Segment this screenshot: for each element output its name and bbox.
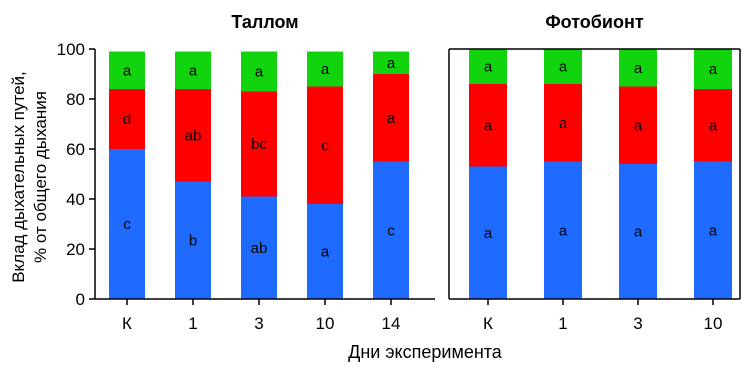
bar-segment-blue: [175, 181, 211, 299]
chart-title: Таллом: [231, 12, 298, 32]
bar-significance-label: a: [189, 62, 198, 79]
bar-significance-label: a: [709, 117, 718, 134]
bar-segment-green: [241, 51, 277, 92]
bar-segment-blue: [241, 196, 277, 299]
y-tick-label: 20: [66, 240, 85, 259]
bar-significance-label: bc: [251, 136, 267, 153]
y-tick-label: 100: [57, 40, 85, 59]
bar-segment-blue: [109, 149, 145, 299]
bar-segment-red: [109, 89, 145, 149]
bar-significance-label: a: [387, 110, 396, 127]
x-tick-label: 3: [633, 314, 642, 333]
bar-significance-label: c: [387, 222, 395, 239]
bar-segment-red: [694, 89, 732, 162]
bar-segment-blue: [544, 161, 582, 299]
bar-significance-label: c: [321, 137, 329, 154]
bar-segment-red: [307, 86, 343, 204]
y-tick-label: 0: [76, 290, 85, 309]
x-tick-label: 1: [558, 314, 567, 333]
bar-significance-label: b: [189, 232, 197, 249]
y-tick-label: 60: [66, 140, 85, 159]
x-axis-label: Дни эксперимента: [348, 342, 503, 362]
bar-segment-red: [241, 91, 277, 197]
bar-significance-label: a: [709, 61, 718, 78]
x-tick-label: 1: [188, 314, 197, 333]
y-tick-label: 40: [66, 190, 85, 209]
bar-significance-label: a: [484, 117, 493, 134]
bar-segment-green: [109, 51, 145, 89]
y-axis-label-line-1: Вклад дыхательных путей,: [9, 71, 28, 283]
x-tick-label: К: [483, 314, 493, 333]
bar-significance-label: d: [123, 111, 131, 128]
bar-segment-blue: [694, 161, 732, 299]
x-tick-label: 14: [382, 314, 401, 333]
bar-segment-green: [469, 49, 507, 84]
bar-segment-blue: [373, 161, 409, 299]
x-tick-label: 3: [254, 314, 263, 333]
chart-title: Фотобионт: [545, 12, 644, 32]
bar-significance-label: a: [321, 244, 330, 261]
y-tick-label: 80: [66, 90, 85, 109]
bar-segment-red: [544, 84, 582, 162]
bar-segment-red: [469, 84, 507, 167]
bar-significance-label: c: [123, 216, 131, 233]
bar-significance-label: a: [559, 222, 568, 239]
bar-significance-label: a: [559, 59, 568, 76]
bar-significance-label: a: [321, 61, 330, 78]
bar-significance-label: ab: [251, 240, 268, 257]
bar-significance-label: a: [123, 62, 132, 79]
bar-significance-label: a: [634, 117, 643, 134]
bar-segment-blue: [619, 164, 657, 299]
bar-segment-green: [544, 49, 582, 84]
x-tick-label: 10: [704, 314, 723, 333]
bar-segment-blue: [469, 166, 507, 299]
bar-significance-label: a: [387, 55, 396, 72]
bar-segment-red: [619, 86, 657, 164]
bar-segment-green: [694, 49, 732, 89]
y-axis-label-line-2: % от общего дыхания: [31, 91, 50, 263]
bar-significance-label: ab: [185, 127, 202, 144]
bar-segment-red: [175, 89, 211, 182]
bar-segment-red: [373, 74, 409, 162]
bar-significance-label: a: [484, 225, 493, 242]
bar-significance-label: a: [484, 59, 493, 76]
bar-segment-green: [175, 51, 211, 89]
bar-segment-blue: [307, 204, 343, 299]
bar-segment-green: [619, 49, 657, 87]
bar-segment-green: [373, 51, 409, 74]
x-tick-label: 10: [316, 314, 335, 333]
x-tick-label: К: [122, 314, 132, 333]
bar-segment-green: [307, 51, 343, 87]
bar-significance-label: a: [255, 64, 264, 81]
bar-significance-label: a: [559, 115, 568, 132]
bar-significance-label: a: [634, 224, 643, 241]
bar-significance-label: a: [709, 222, 718, 239]
bar-significance-label: a: [634, 60, 643, 77]
